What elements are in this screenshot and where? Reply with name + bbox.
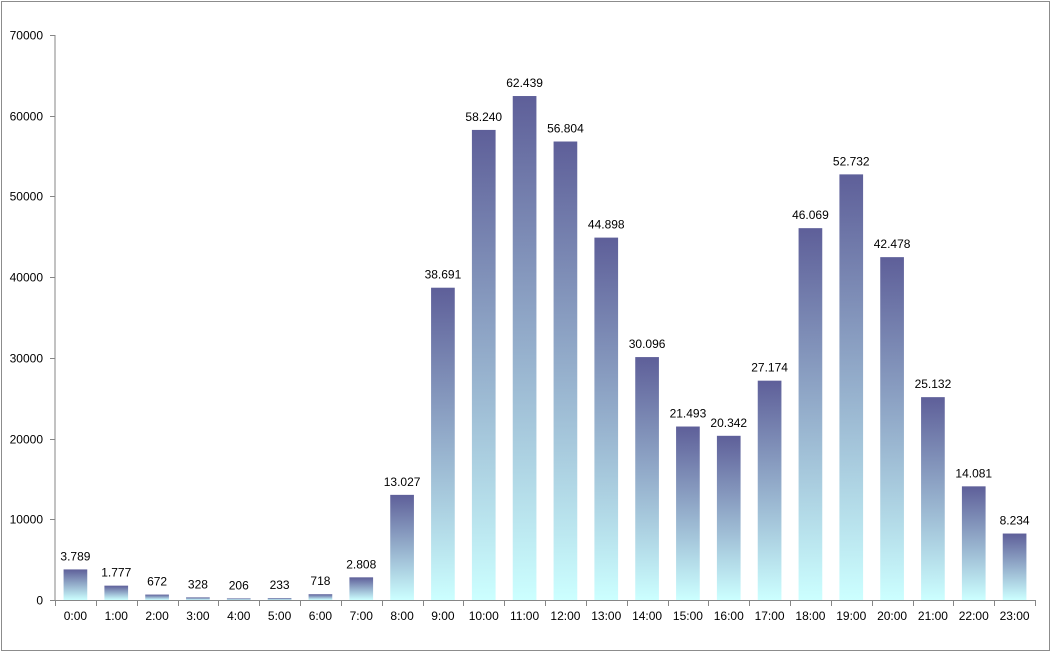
y-tick-label: 50000 (10, 190, 44, 204)
bar (757, 380, 782, 600)
y-axis: 0 10000 20000 30000 40000 50000 60000 70000 (10, 29, 56, 608)
bar (716, 435, 741, 600)
x-tick-label: 6:00 (309, 609, 333, 623)
x-tick-label: 23:00 (1000, 609, 1030, 623)
bar (145, 594, 169, 600)
y-tick-label: 10000 (10, 513, 44, 527)
bar (186, 597, 210, 600)
data-label: 13.027 (384, 475, 421, 489)
x-tick-label: 4:00 (227, 609, 251, 623)
data-label: 206 (229, 578, 249, 592)
data-label: 25.132 (915, 377, 952, 391)
y-tick-label: 20000 (10, 433, 44, 447)
bar (921, 397, 945, 600)
x-tick-label: 16:00 (714, 609, 744, 623)
data-labels: 3.789 1.777 672 328 206 233 718 2.808 13.027 38.6… (60, 76, 1030, 592)
data-label: 20.342 (710, 416, 747, 430)
x-tick-label: 1:00 (105, 609, 129, 623)
bar (471, 129, 496, 601)
bar (512, 96, 537, 600)
x-tick-label: 7:00 (350, 609, 374, 623)
bar (349, 577, 374, 600)
x-tick-label: 10:00 (469, 609, 499, 623)
bar (226, 598, 251, 600)
data-label: 52.732 (833, 154, 870, 168)
bar (104, 585, 129, 600)
data-label: 38.691 (425, 268, 462, 282)
data-label: 3.789 (60, 549, 90, 563)
data-label: 42.478 (874, 237, 911, 251)
data-label: 718 (310, 574, 330, 588)
data-label: 44.898 (588, 218, 625, 232)
bar (961, 486, 986, 600)
bar (839, 174, 864, 600)
x-axis: 0:00 1:00 2:00 3:00 4:00 5:00 6:00 7:00 8:00 9:00… (55, 600, 1036, 623)
x-tick-label: 9:00 (431, 609, 455, 623)
x-tick-label: 8:00 (390, 609, 414, 623)
data-label: 328 (188, 577, 208, 591)
x-tick-label: 22:00 (959, 609, 989, 623)
x-tick-label: 15:00 (673, 609, 703, 623)
x-tick-label: 11:00 (510, 609, 539, 623)
bar (390, 494, 414, 600)
x-tick-label: 3:00 (186, 609, 210, 623)
data-label: 56.804 (547, 122, 584, 136)
bar (594, 237, 619, 600)
y-tick-label: 30000 (10, 352, 44, 366)
data-label: 14.081 (955, 466, 992, 480)
bar (676, 426, 700, 600)
bar (308, 594, 333, 600)
x-tick-label: 21:00 (918, 609, 948, 623)
x-tick-label: 19:00 (836, 609, 866, 623)
x-tick-label: 12:00 (550, 609, 580, 623)
x-tick-label: 17:00 (755, 609, 785, 623)
x-tick-label: 20:00 (877, 609, 907, 623)
bar (798, 228, 823, 601)
bar (635, 357, 659, 600)
x-tick-label: 18:00 (795, 609, 825, 623)
bar (880, 257, 904, 600)
bar (63, 569, 88, 600)
y-tick-label: 60000 (10, 110, 44, 124)
data-label: 30.096 (629, 337, 666, 351)
data-label: 8.234 (1000, 514, 1030, 528)
data-label: 2.808 (346, 557, 376, 571)
bar-series (63, 96, 1027, 601)
y-tick-label: 40000 (10, 271, 44, 285)
data-label: 62.439 (506, 76, 543, 90)
data-label: 233 (270, 578, 290, 592)
bar (267, 598, 292, 600)
x-tick-label: 5:00 (268, 609, 292, 623)
data-label: 46.069 (792, 208, 829, 222)
x-tick-label: 14:00 (632, 609, 662, 623)
x-tick-label: 0:00 (64, 609, 88, 623)
data-label: 58.240 (465, 110, 502, 124)
bar (431, 287, 455, 600)
x-tick-label: 2:00 (145, 609, 169, 623)
data-label: 1.777 (101, 566, 131, 580)
x-tick-label: 13:00 (591, 609, 621, 623)
y-tick-label: 0 (36, 594, 43, 608)
data-label: 672 (147, 575, 167, 589)
y-tick-label: 70000 (10, 29, 44, 43)
bar (1002, 533, 1027, 600)
data-label: 21.493 (670, 407, 707, 421)
bar (553, 141, 578, 601)
data-label: 27.174 (751, 361, 788, 375)
